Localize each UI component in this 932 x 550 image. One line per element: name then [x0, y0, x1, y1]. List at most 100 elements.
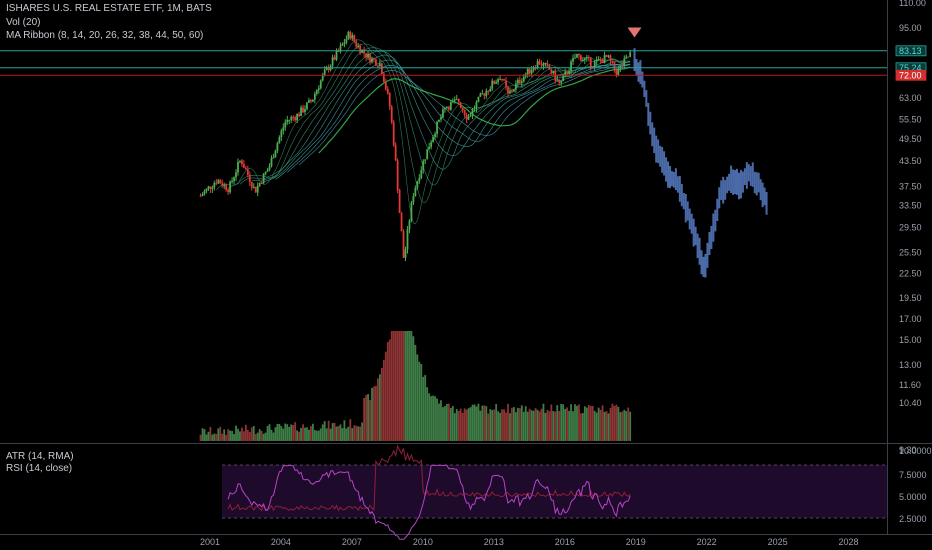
projection-bar [672, 171, 675, 188]
candle-body [436, 121, 438, 134]
volume-bar [302, 424, 304, 441]
volume-bar [337, 425, 340, 441]
candle-body [317, 88, 320, 91]
volume-bar [235, 425, 237, 441]
volume-bar [268, 424, 271, 441]
candle-body [388, 93, 391, 107]
rsi-line [227, 464, 631, 540]
candle-body [384, 81, 387, 89]
candle-body [242, 164, 245, 168]
volume-bar [416, 354, 419, 441]
volume-bar [363, 398, 366, 441]
volume-bar [487, 413, 490, 441]
candle-body [550, 69, 553, 74]
volume-bar [534, 408, 537, 441]
candle-body [457, 99, 460, 103]
candle-body [231, 180, 233, 182]
volume-bar [199, 434, 202, 441]
indicator-tick-label: 2.5000 [899, 514, 927, 524]
volume-bar [319, 428, 322, 441]
candle-body [440, 117, 442, 120]
volume-tick-label: 9.30 [899, 445, 917, 455]
candle-body [412, 196, 415, 203]
candle-body [262, 173, 265, 184]
volume-bar [578, 404, 580, 441]
projection-bar [763, 187, 766, 206]
volume-bar [591, 405, 594, 441]
volume-bar [585, 407, 588, 441]
volume-tick-label: 17.00 [899, 314, 922, 324]
volume-bar [272, 432, 275, 441]
projection-bar [737, 172, 740, 200]
candle-body [270, 157, 273, 167]
volume-bar [465, 409, 468, 441]
candle-body [308, 100, 310, 103]
volume-bar [215, 433, 218, 441]
volume-tick-label: 13.00 [899, 360, 922, 370]
volume-bar [221, 433, 224, 441]
candle-body [432, 136, 434, 143]
candle-body [449, 102, 452, 110]
volume-bar [609, 407, 612, 441]
candle-body [538, 61, 541, 65]
candle-body [481, 93, 484, 95]
volume-bar [274, 427, 277, 441]
volume-bars [199, 331, 632, 441]
volume-bar [440, 400, 442, 441]
candle-body [217, 180, 220, 184]
price-tag-box [895, 45, 927, 57]
projection-bar [732, 169, 735, 195]
candle-body [467, 116, 470, 120]
volume-bar [540, 408, 543, 441]
volume-bar [353, 425, 356, 441]
rsi-legend[interactable]: RSI (14, close) [6, 463, 73, 474]
volume-bar [451, 405, 454, 441]
volume-bar [286, 424, 289, 441]
candle-body [589, 57, 592, 67]
y-tick-label: 25.50 [899, 247, 922, 257]
projection-bar [716, 198, 719, 222]
candle-body [558, 79, 561, 83]
volume-bar [473, 404, 476, 441]
volume-bar [520, 405, 523, 441]
candle-body [455, 99, 458, 101]
volume-bar [292, 425, 295, 441]
volume-bar [436, 398, 438, 441]
ma-line [287, 64, 631, 173]
candle-body [621, 65, 624, 67]
atr-legend[interactable]: ATR (14, RMA) [6, 451, 74, 462]
volume-bar [361, 422, 364, 441]
chart-title[interactable]: ISHARES U.S. REAL ESTATE ETF, 1M, BATS [6, 3, 212, 14]
projection-bar [720, 180, 723, 200]
volume-bar [623, 409, 626, 441]
volume-bar [406, 331, 409, 441]
x-tick-label: 2001 [200, 537, 220, 547]
volume-bar [503, 409, 505, 441]
candle-body [302, 107, 304, 113]
candle-body [244, 167, 247, 170]
vol-legend[interactable]: Vol (20) [6, 17, 41, 28]
volume-bar [556, 405, 559, 441]
candle-body [239, 160, 241, 163]
projection-bar [684, 193, 687, 223]
indicator-tick-label: 7.5000 [899, 470, 927, 480]
volume-bar [522, 411, 525, 441]
projection-bar [667, 161, 670, 188]
candle-body [578, 54, 580, 56]
x-tick-label: 2025 [768, 537, 788, 547]
volume-bar [290, 424, 293, 441]
y-tick-label: 95.00 [899, 23, 922, 33]
y-tick-label: 22.50 [899, 269, 922, 279]
volume-bar [619, 412, 622, 441]
volume-bar [595, 412, 598, 441]
y-tick-label: 110.00 [899, 0, 926, 8]
ma-ribbon-legend[interactable]: MA Ribbon (8, 14, 20, 26, 32, 38, 44, 50… [6, 30, 204, 41]
projection-bar [694, 226, 697, 246]
candle-body [310, 100, 312, 102]
candle-body [426, 149, 429, 160]
volume-bar [461, 412, 464, 441]
volume-bar [536, 409, 539, 441]
volume-bar [597, 407, 600, 441]
projection-bar [741, 171, 744, 193]
